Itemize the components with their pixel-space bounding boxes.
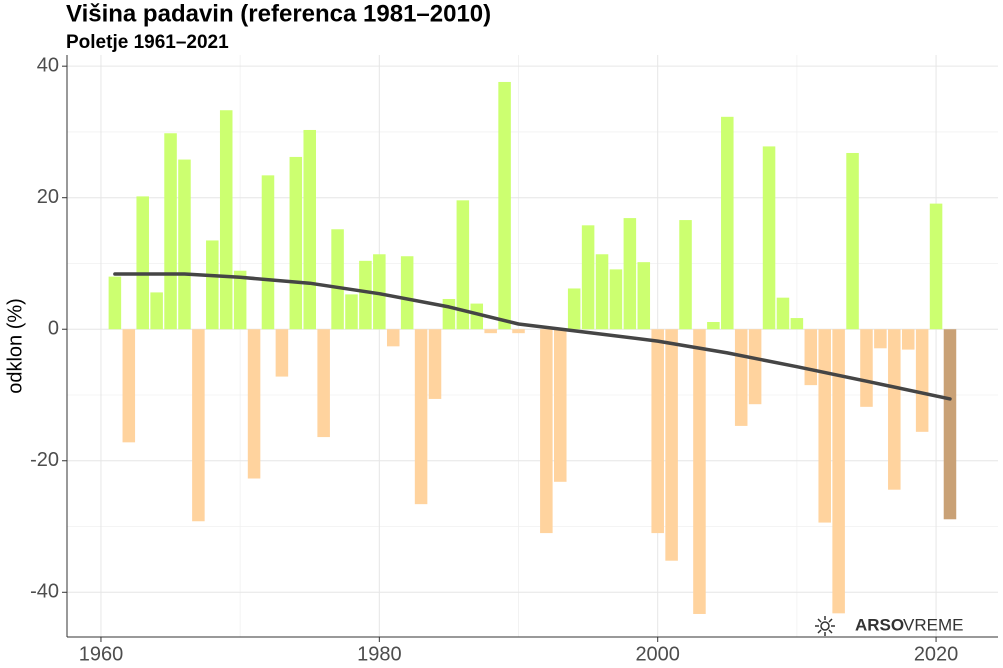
bar (846, 152, 859, 330)
bar (345, 294, 358, 330)
bar (359, 260, 372, 330)
bar (609, 269, 623, 330)
bar (470, 303, 484, 330)
bar (442, 298, 456, 330)
bar (540, 329, 553, 534)
bar (623, 218, 637, 330)
bar (150, 292, 163, 330)
y-tick-label: 40 (37, 54, 59, 76)
chart-title: Višina padavin (referenca 1981–2010) (66, 0, 491, 27)
bar (136, 196, 149, 330)
bar (414, 329, 428, 505)
bar (261, 175, 275, 330)
bar (331, 229, 344, 330)
bar (679, 220, 692, 330)
bar (901, 329, 915, 350)
bar (275, 329, 289, 377)
y-tick-label: -20 (30, 449, 59, 471)
bar (693, 329, 706, 614)
bars (108, 81, 957, 614)
bar (219, 110, 233, 330)
bar (233, 270, 247, 330)
bar (734, 329, 748, 426)
chart-subtitle: Poletje 1961–2021 (66, 32, 229, 53)
bar (178, 159, 191, 330)
bar (247, 329, 261, 479)
bar (790, 318, 804, 330)
x-tick-label: 2000 (635, 643, 680, 665)
bar (721, 116, 734, 330)
y-tick-label: 20 (37, 186, 59, 208)
bar (428, 329, 442, 399)
bar (554, 329, 567, 482)
bar (498, 81, 511, 330)
axes: -40 -20 0 20 40 1960 1980 2000 2020 (30, 54, 998, 665)
bar (373, 254, 386, 330)
logo-text: VREME (903, 615, 963, 634)
bar (289, 156, 303, 330)
bar (206, 240, 219, 330)
bar (637, 262, 651, 330)
bar (874, 329, 887, 349)
bar (804, 329, 818, 386)
bar (915, 329, 929, 432)
bar (108, 276, 122, 330)
bar (512, 329, 525, 334)
bar (567, 288, 581, 330)
bar (122, 329, 136, 443)
bar (888, 329, 901, 490)
bar (860, 329, 873, 407)
bar (456, 200, 470, 330)
logo-text-bold: ARSO (855, 615, 904, 634)
bar (748, 329, 762, 405)
bar (192, 329, 205, 522)
bar (776, 297, 790, 330)
bar (400, 256, 414, 330)
bar (386, 329, 400, 347)
bar (943, 329, 957, 520)
bar (665, 329, 678, 561)
x-tick-label: 1980 (357, 643, 402, 665)
bar (595, 254, 609, 330)
bar (929, 203, 943, 330)
y-tick-label: 0 (48, 318, 59, 340)
y-axis-label: odklon (%) (4, 298, 26, 394)
logo-icon (815, 616, 835, 636)
bar (164, 133, 177, 330)
bar (581, 225, 595, 330)
bar (317, 329, 330, 438)
bar (303, 129, 316, 330)
bar (818, 329, 831, 523)
bar (832, 329, 845, 614)
y-tick-label: -40 (30, 581, 59, 603)
bar (762, 146, 776, 330)
x-tick-label: 1960 (79, 643, 124, 665)
bar (484, 329, 497, 334)
bar (651, 329, 664, 534)
bar (707, 321, 720, 330)
trend-line (113, 272, 952, 401)
grid (67, 55, 998, 637)
x-tick-label: 2020 (914, 643, 959, 665)
